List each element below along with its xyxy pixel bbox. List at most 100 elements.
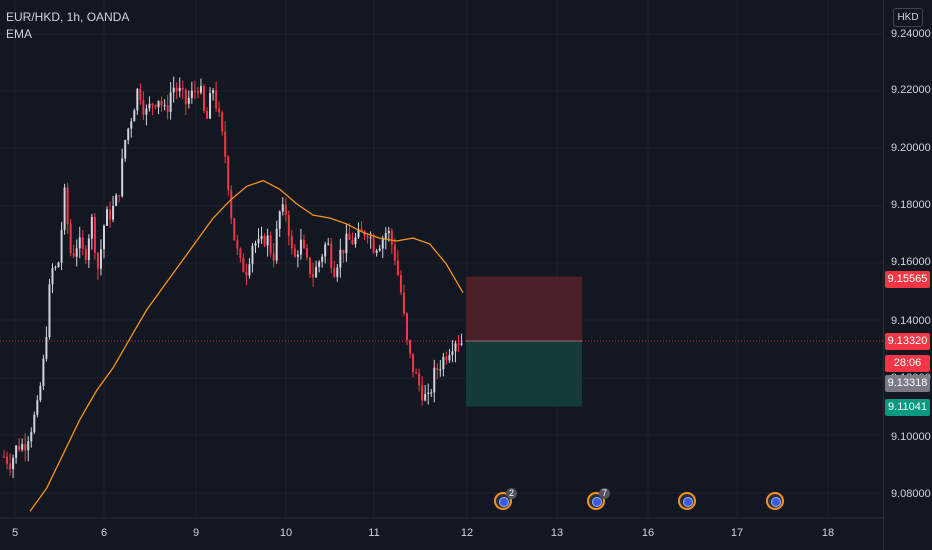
candle-body — [272, 253, 275, 261]
price-axis[interactable] — [883, 0, 932, 550]
candle-body — [178, 87, 181, 92]
candle-body — [309, 257, 312, 274]
candle-body — [166, 105, 169, 112]
price-chart-canvas[interactable] — [0, 0, 883, 550]
candle-body — [121, 158, 124, 197]
candle-body — [212, 90, 215, 94]
eu-flag-icon — [771, 497, 781, 507]
candle-body — [193, 90, 196, 92]
price-tick: 9.18000 — [891, 199, 931, 211]
candle-body — [333, 267, 336, 277]
candle-body — [157, 100, 160, 108]
candle-body — [233, 218, 236, 241]
candle-body — [109, 209, 112, 220]
candle-body — [12, 457, 15, 470]
candle-body — [454, 343, 457, 352]
candle-body — [281, 204, 284, 212]
candle-body — [115, 195, 118, 206]
candle-body — [318, 261, 321, 267]
candle-body — [130, 121, 133, 129]
candle-body — [284, 204, 287, 216]
time-tick: 17 — [730, 527, 744, 539]
candle-body — [299, 239, 302, 255]
candle-body — [133, 110, 136, 122]
price-tick: 9.16000 — [891, 256, 931, 268]
candle-body — [330, 243, 333, 268]
candle-body — [63, 187, 66, 230]
candle-body — [30, 432, 33, 442]
candle-body — [60, 229, 63, 263]
candle-body — [39, 386, 42, 401]
ema-line — [29, 179, 464, 512]
candle-body — [260, 235, 263, 240]
candle-body — [160, 100, 163, 106]
candle-body — [33, 414, 36, 433]
candle-body — [372, 237, 375, 253]
time-tick: 9 — [192, 527, 200, 539]
candle-body — [15, 445, 18, 458]
candle-body — [199, 86, 202, 93]
candle-body — [124, 140, 127, 159]
take-profit-price-label: 9.11041 — [885, 399, 930, 416]
price-tick: 9.08000 — [891, 488, 931, 500]
bar-countdown-label: 28:06 — [885, 355, 930, 372]
economic-event-marker[interactable] — [766, 492, 784, 510]
stop-loss-price-label: 9.15565 — [885, 271, 930, 288]
candle-body — [363, 231, 366, 237]
eu-flag-icon — [592, 497, 602, 507]
candle-body — [215, 90, 218, 109]
candle-body — [106, 209, 109, 226]
candle-body — [209, 93, 212, 119]
candle-body — [93, 216, 96, 253]
candle-body — [154, 105, 157, 108]
economic-event-marker[interactable]: 7 — [587, 488, 611, 510]
candle-body — [378, 248, 381, 251]
candle-body — [409, 340, 412, 354]
price-tick: 9.22000 — [891, 84, 931, 96]
candle-body — [96, 252, 99, 269]
stop-loss-zone — [466, 276, 582, 342]
candle-body — [221, 112, 224, 132]
ema-indicator-label[interactable]: EMA — [6, 27, 33, 41]
candle-body — [224, 131, 227, 157]
candle-body — [181, 87, 184, 90]
candle-body — [218, 108, 221, 113]
candle-body — [360, 229, 363, 232]
candle-body — [163, 105, 166, 107]
last-price-label: 9.13320 — [885, 333, 930, 350]
candle-body — [457, 343, 460, 345]
bid-price-label: 9.13318 — [885, 375, 930, 392]
price-tick: 9.20000 — [891, 142, 931, 154]
candle-body — [421, 385, 424, 401]
candle-body — [384, 233, 387, 240]
candle-body — [324, 244, 327, 257]
economic-event-marker[interactable]: 2 — [494, 488, 518, 510]
candle-body — [427, 392, 430, 394]
candle-body — [239, 248, 242, 258]
candle-body — [48, 284, 51, 337]
currency-button[interactable]: HKD — [893, 8, 923, 27]
candle-body — [430, 392, 433, 394]
candle-body — [75, 248, 78, 257]
economic-event-marker[interactable] — [678, 492, 696, 510]
candle-body — [127, 128, 130, 141]
symbol-title[interactable]: EUR/HKD, 1h, OANDA — [6, 10, 130, 24]
candle-body — [357, 229, 360, 238]
candle-body — [257, 239, 260, 244]
candle-body — [266, 235, 269, 246]
candle-body — [402, 292, 405, 314]
candle-body — [142, 100, 145, 115]
time-tick: 11 — [368, 527, 380, 539]
time-tick: 5 — [11, 527, 19, 539]
candle-body — [336, 267, 339, 277]
candle-body — [36, 400, 39, 415]
take-profit-zone — [466, 341, 582, 407]
candle-body — [69, 223, 72, 254]
candle-body — [312, 273, 315, 278]
candle-body — [27, 441, 30, 451]
candle-body — [339, 249, 342, 268]
event-count-badge: 7 — [599, 488, 611, 499]
candle-body — [396, 260, 399, 276]
candle-body — [184, 89, 187, 104]
candle-body — [366, 236, 369, 238]
